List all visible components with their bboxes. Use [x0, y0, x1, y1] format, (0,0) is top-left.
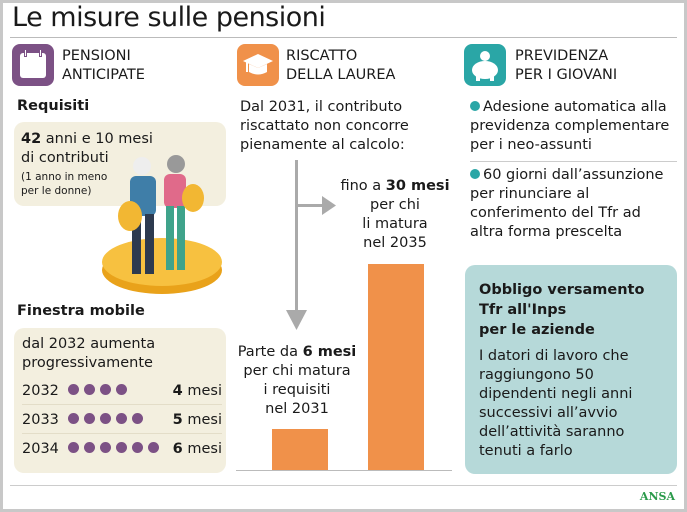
dots [68, 435, 164, 463]
tfr-box: Obbligo versamento Tfr all'Inps per le azi… [465, 265, 677, 474]
bullet-dot-icon [470, 169, 480, 179]
page-title: Le misure sulle pensioni [12, 2, 326, 33]
retirees-coin-illustration [102, 155, 222, 294]
graduation-cap-icon [237, 44, 279, 86]
finestra-row: 2032 4 mesi [22, 377, 222, 405]
bullet-2: 60 giorni dall’assunzione per rinunciare … [470, 167, 664, 240]
chart-baseline [236, 470, 452, 471]
bullet-1: Adesione automatica alla previdenza compl… [470, 99, 670, 153]
dots [68, 377, 132, 405]
requisiti-title: Requisiti [17, 98, 90, 114]
footer-divider [10, 485, 677, 486]
ansa-logo: ANSA [639, 490, 675, 503]
piggy-bank-icon [464, 44, 506, 86]
divider [10, 37, 677, 38]
bar-2031 [272, 428, 328, 470]
finestra-row: 2034 6 mesi [22, 435, 222, 463]
divider [470, 161, 677, 162]
flow-arrows [286, 160, 336, 330]
finestra-title: Finestra mobile [17, 303, 145, 319]
label-30-mesi: fino a 30 mesi per chi li matura nel 2035 [340, 178, 450, 251]
heading-previdenza-giovani: PREVIDENZA PER I GIOVANI [515, 48, 618, 83]
label-6-mesi: Parte da 6 mesi per chi matura i requisiti… [237, 344, 357, 417]
finestra-row: 2033 5 mesi [22, 406, 222, 434]
bar-2035 [368, 264, 424, 470]
heading-riscatto-laurea: RISCATTO DELLA LAUREA [286, 48, 396, 83]
bullet-dot-icon [470, 101, 480, 111]
calendar-icon [12, 44, 54, 86]
heading-pensioni-anticipate: PENSIONI ANTICIPATE [62, 48, 145, 83]
dots [68, 406, 148, 434]
riscatto-intro: Dal 2031, il contributo riscattato non co… [240, 99, 409, 153]
finestra-box: dal 2032 aumenta progressivamente 2032 4 m… [14, 328, 226, 473]
